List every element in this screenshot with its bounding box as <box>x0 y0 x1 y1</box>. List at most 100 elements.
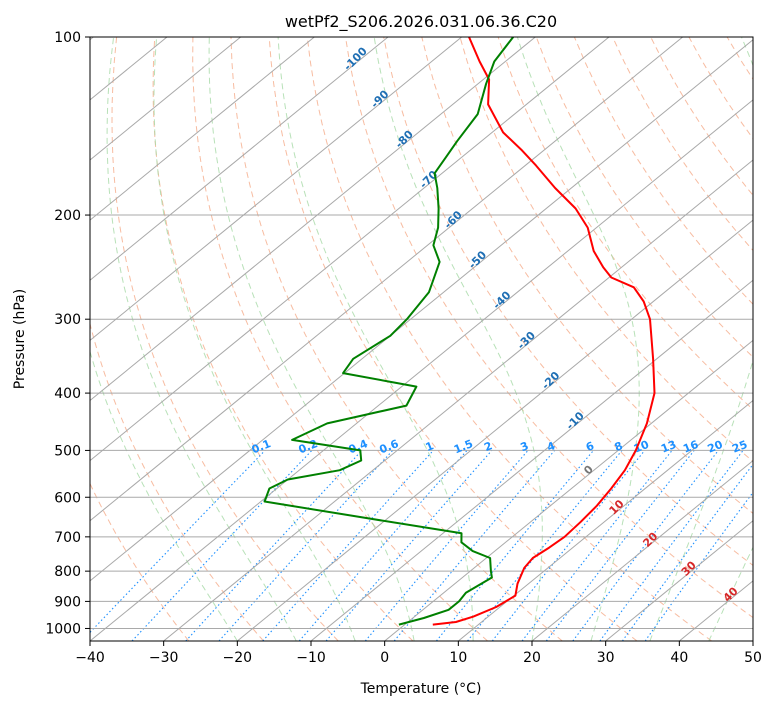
isotherm <box>90 37 610 462</box>
isotherm <box>163 159 753 641</box>
x-tick-label: 10 <box>449 650 467 666</box>
y-tick-label: 300 <box>54 312 81 328</box>
dry-adiabat <box>612 37 753 252</box>
mixing-ratio-line <box>572 450 719 641</box>
y-tick-label: 700 <box>54 530 81 546</box>
mixing-ratio-label: 13 <box>659 438 678 456</box>
moist-adiabat <box>277 37 474 641</box>
dry-adiabat <box>459 37 753 463</box>
x-tick-label: 30 <box>597 650 615 666</box>
mixing-ratio-label: 20 <box>706 438 725 456</box>
mixing-ratio-label: 0.2 <box>297 437 320 456</box>
dry-adiabat-label: -10 <box>564 409 587 432</box>
y-tick-label: 1000 <box>45 621 81 637</box>
mixing-ratio-label: 16 <box>681 438 700 456</box>
isotherm <box>237 219 753 641</box>
mixing-ratio-line <box>393 450 556 641</box>
dry-adiabat <box>111 37 339 641</box>
isotherm <box>90 99 753 641</box>
mixing-ratio-label: 0.1 <box>250 437 273 456</box>
background-lines <box>90 37 775 641</box>
y-tick-label: 800 <box>54 564 81 580</box>
dry-adiabat-label: -100 <box>341 44 370 73</box>
mixing-ratio-line <box>131 450 313 641</box>
mixing-ratio-label: 0.6 <box>378 437 401 456</box>
isotherm <box>90 37 241 161</box>
dry-adiabat <box>192 37 488 641</box>
mixing-ratio-label: 25 <box>730 438 749 456</box>
x-tick-label: −40 <box>75 650 105 666</box>
dry-adiabat <box>230 37 563 641</box>
mixing-ratio-label: 6 <box>584 439 596 454</box>
mixing-ratio-line <box>644 491 753 641</box>
y-tick-label: 100 <box>54 30 81 46</box>
dry-adiabat <box>650 37 753 197</box>
mixing-ratio-line <box>262 450 434 641</box>
mixing-ratio-label: 36 <box>772 438 775 456</box>
dry-adiabat <box>573 37 753 305</box>
mixing-ratio-line <box>621 463 753 641</box>
y-tick-label: 200 <box>54 208 81 224</box>
isotherm <box>531 459 753 641</box>
x-tick-label: 0 <box>380 650 389 666</box>
isotherm <box>752 640 753 641</box>
mixing-ratio-label: 30 <box>751 438 770 456</box>
mixing-ratio-line <box>185 450 363 641</box>
isotherm <box>90 37 683 522</box>
isotherm <box>310 279 753 641</box>
mixing-ratio-label: 2 <box>482 439 494 454</box>
dewpoint-profile <box>263 37 514 626</box>
isotherm <box>679 580 753 641</box>
moist-adiabat-label: 20 <box>640 530 660 550</box>
x-tick-label: −10 <box>296 650 326 666</box>
axis-ticks: −40 −30 −20 −10 0 10 20 30 40 5010020030040050060… <box>45 30 762 666</box>
dry-adiabat <box>688 37 753 140</box>
mixing-ratio-line <box>364 450 529 641</box>
mixing-ratio-label: 10 <box>632 438 651 456</box>
mixing-ratio-line <box>599 450 744 641</box>
mixing-ratio-line <box>218 450 394 641</box>
y-tick-label: 400 <box>54 386 81 402</box>
mixing-ratio-line <box>90 450 266 634</box>
isotherm <box>384 339 753 641</box>
dry-adiabat <box>497 37 753 411</box>
y-axis-label: Pressure (hPa) <box>12 289 28 389</box>
dry-adiabat <box>535 37 753 358</box>
mixing-ratio-label: 3 <box>519 439 531 454</box>
mixing-ratio-label: 1.5 <box>452 437 475 456</box>
x-tick-label: −20 <box>223 650 253 666</box>
mixing-ratio-line <box>298 450 468 641</box>
dry-adiabat-label: -60 <box>442 208 465 231</box>
sounding-profiles <box>263 37 656 626</box>
dry-adiabat <box>90 321 264 641</box>
mixing-ratio-line <box>491 450 646 641</box>
x-tick-label: −30 <box>149 650 179 666</box>
mixing-ratio-label: 0.4 <box>347 437 370 456</box>
y-tick-label: 600 <box>54 490 81 506</box>
grid-lines <box>90 37 753 641</box>
dry-adiabat <box>268 37 638 641</box>
dry-adiabat-label: -50 <box>466 248 489 271</box>
dry-adiabat <box>306 37 712 641</box>
moist-adiabat <box>208 37 415 641</box>
moist-adiabat <box>516 37 640 641</box>
mixing-ratio-line <box>467 450 623 641</box>
temperature-profile <box>432 37 656 626</box>
moist-adiabat <box>106 37 297 641</box>
mixing-ratio-line <box>545 450 695 641</box>
isotherm <box>458 399 753 641</box>
moist-adiabat <box>90 349 238 641</box>
x-tick-label: 40 <box>670 650 688 666</box>
x-axis-label: Temperature (°C) <box>360 681 482 697</box>
mixing-ratio-line <box>435 450 594 641</box>
dry-adiabat <box>765 37 775 641</box>
dry-adiabat-label: -40 <box>490 288 513 311</box>
isotherm <box>90 37 315 221</box>
moist-adiabat <box>649 37 753 641</box>
dry-adiabat-label: -20 <box>539 369 562 392</box>
x-tick-label: 50 <box>744 650 762 666</box>
dry-adiabat-label: -90 <box>368 87 391 110</box>
isotherm <box>90 37 389 281</box>
chart-title: wetPf2_S206.2026.031.06.36.C20 <box>285 12 557 32</box>
